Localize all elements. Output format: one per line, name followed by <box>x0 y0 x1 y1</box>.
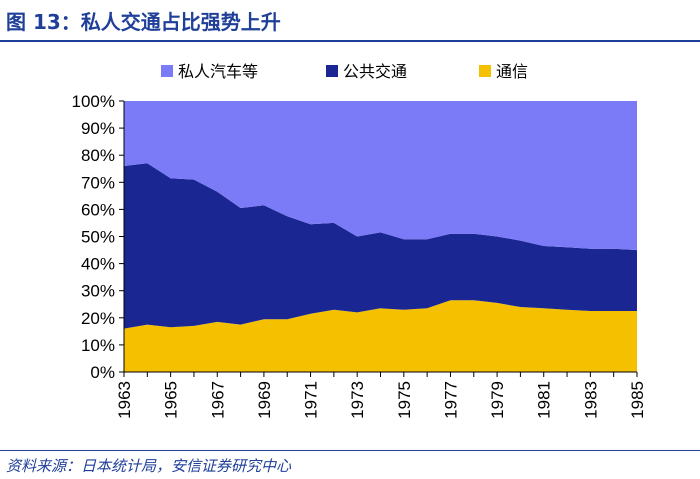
legend-item: 私人汽车等 <box>161 62 258 81</box>
source-divider <box>0 450 700 451</box>
y-tick-label: 20% <box>81 309 115 328</box>
legend-swatch <box>479 65 491 77</box>
legend-item: 公共交通 <box>326 62 407 81</box>
x-tick-label: 1963 <box>115 381 134 419</box>
legend-label: 通信 <box>496 62 528 81</box>
page-title: 图 13：私人交通占比强势上升 <box>6 10 281 34</box>
y-tick-label: 0% <box>90 363 115 382</box>
y-axis: 0% 10% 20% 30% 40% 50% 60% 70% 80% 90% 100% <box>72 92 125 382</box>
x-axis: 1963 1965 1967 1969 1971 1973 1975 1977 1979 1981… <box>115 371 647 419</box>
x-tick-label: 1985 <box>628 381 647 419</box>
y-tick-label: 100% <box>72 92 115 111</box>
x-tick-label: 1983 <box>581 381 600 419</box>
y-tick-label: 10% <box>81 336 115 355</box>
x-tick-label: 1977 <box>442 381 461 419</box>
x-tick-label: 1967 <box>208 381 227 419</box>
y-tick-label: 70% <box>81 173 115 192</box>
chart-legend: 私人汽车等 公共交通 通信 <box>161 62 528 81</box>
title-bar: 图 13：私人交通占比强势上升 <box>0 0 700 44</box>
source-note: 资料来源：日本统计局，安信证券研究中心 <box>6 457 292 475</box>
y-tick-label: 50% <box>81 228 115 247</box>
y-tick-label: 60% <box>81 200 115 219</box>
legend-swatch <box>326 65 338 77</box>
x-tick-label: 1973 <box>348 381 367 419</box>
title-underline <box>0 40 700 42</box>
plot-area <box>124 101 637 372</box>
legend-label: 私人汽车等 <box>178 62 258 81</box>
x-tick-label: 1965 <box>162 381 181 419</box>
x-tick-label: 1979 <box>488 381 507 419</box>
area-series-1 <box>124 101 637 251</box>
y-tick-label: 80% <box>81 146 115 165</box>
area-series-2 <box>124 163 637 329</box>
area-series-3 <box>124 300 637 372</box>
y-tick-label: 30% <box>81 282 115 301</box>
x-tick-label: 1971 <box>302 381 321 419</box>
x-tick-label: 1969 <box>255 381 274 419</box>
x-tick-label: 1981 <box>535 381 554 419</box>
legend-swatch <box>161 65 173 77</box>
legend-label: 公共交通 <box>343 62 407 81</box>
y-tick-label: 40% <box>81 255 115 274</box>
y-tick-label: 90% <box>81 119 115 138</box>
stacked-area-chart: 私人汽车等 公共交通 通信 0% 10% 20% 30% 40% 50% 60% 70% 80% 90… <box>72 62 647 419</box>
x-tick-label: 1975 <box>395 381 414 419</box>
legend-item: 通信 <box>479 62 528 81</box>
